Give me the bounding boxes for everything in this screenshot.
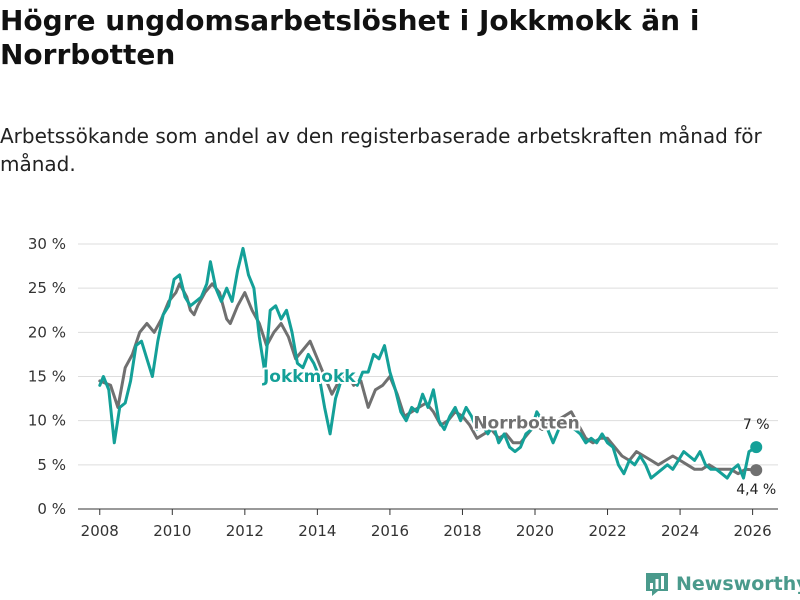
x-tick-label: 2012 — [226, 522, 264, 540]
bar-chart-icon — [646, 573, 668, 596]
x-axis-ticks: 2008 2010 2012 2014 2016 2018 2020 2022 2024 2026 — [81, 509, 772, 540]
y-tick-label: 25 % — [28, 279, 66, 297]
series-labels: 4,4 % 7 % Jokkmokk Norrbotten — [260, 365, 776, 498]
series-lines — [98, 246, 763, 480]
logo-text: Newsworthy — [676, 573, 800, 595]
jokkmokk-series-label: Jokkmokk — [262, 367, 356, 387]
y-axis-ticks: 0 % 5 % 10 % 15 % 20 % 25 % 30 % — [28, 235, 66, 518]
x-tick-label: 2010 — [153, 522, 191, 540]
x-tick-label: 2024 — [661, 522, 699, 540]
x-tick-label: 2014 — [298, 522, 336, 540]
y-tick-label: 20 % — [28, 323, 66, 341]
norrbotten-series-label: Norrbotten — [473, 414, 579, 434]
jokkmokk-line — [98, 246, 758, 480]
x-tick-label: 2022 — [588, 522, 626, 540]
jokkmokk-end-value-label: 7 % — [743, 417, 770, 433]
x-tick-label: 2016 — [371, 522, 409, 540]
page-title: Högre ungdomsarbetslöshet i Jokkmokk än … — [0, 4, 700, 71]
x-tick-label: 2020 — [516, 522, 554, 540]
x-tick-label: 2008 — [81, 522, 119, 540]
y-tick-label: 10 % — [28, 412, 66, 430]
page-subtitle: Arbetssökande som andel av den registerb… — [0, 124, 762, 176]
newsworthy-logo: Newsworthy — [644, 570, 800, 598]
y-tick-label: 15 % — [28, 368, 66, 386]
x-tick-label: 2018 — [443, 522, 481, 540]
x-tick-label: 2026 — [734, 522, 772, 540]
jokkmokk-end-point — [750, 441, 763, 454]
y-tick-label: 5 % — [37, 456, 66, 474]
y-tick-label: 30 % — [28, 235, 66, 253]
line-chart: 0 %5 %10 %15 %20 %25 %30 % 2008 2010 2012 2… — [28, 235, 778, 540]
norrbotten-end-value-label: 4,4 % — [736, 482, 776, 498]
norrbotten-end-point — [750, 464, 763, 477]
grid-lines — [78, 243, 778, 510]
y-tick-label: 0 % — [37, 500, 66, 518]
norrbotten-line — [98, 282, 758, 476]
